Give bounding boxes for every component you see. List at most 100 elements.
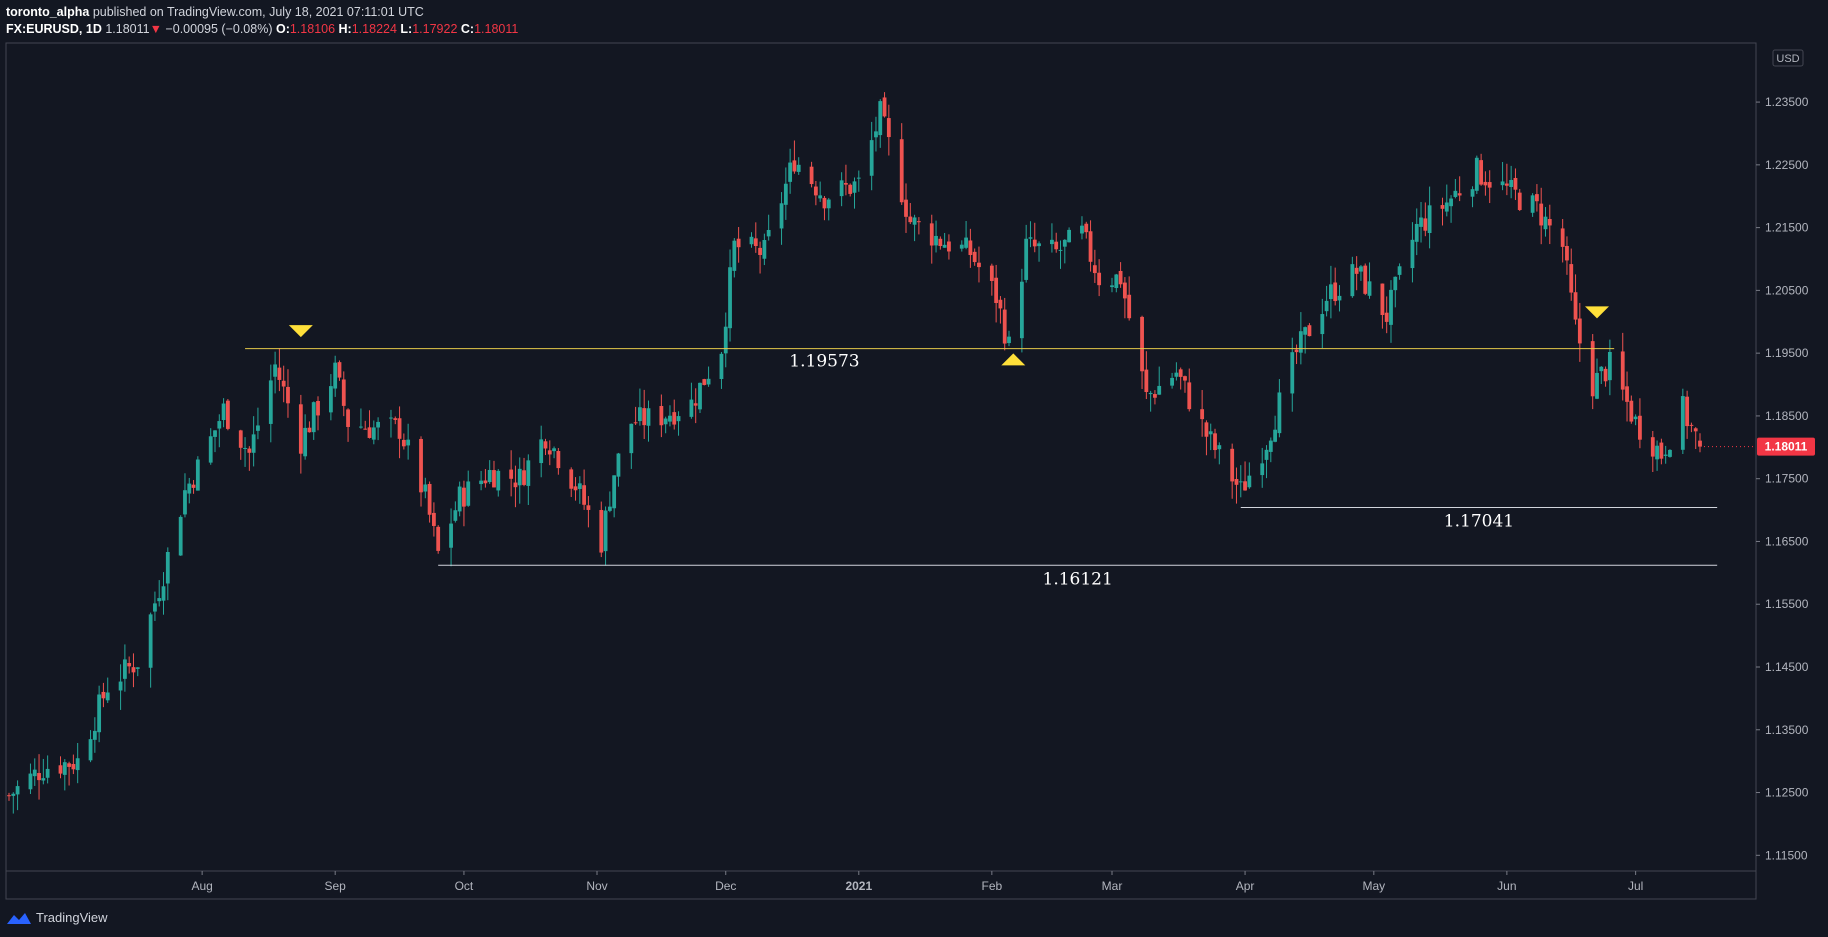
candle-body: [702, 379, 707, 385]
candle-body: [1183, 376, 1187, 381]
candle-body: [1238, 481, 1243, 483]
candle-body: [1573, 292, 1578, 320]
candle-body: [1569, 264, 1574, 293]
candle-body: [749, 236, 754, 245]
price-tick-label: 1.13500: [1765, 723, 1809, 737]
candles-layer: [7, 92, 1702, 814]
candle-body: [1178, 369, 1183, 377]
candle-body: [1599, 366, 1604, 372]
candle: [1693, 427, 1698, 450]
price-tick-label: 1.16500: [1765, 534, 1809, 548]
candle: [1599, 366, 1604, 384]
candle-body: [1144, 369, 1149, 393]
candle: [268, 364, 273, 443]
candle-body: [1217, 445, 1222, 450]
candle: [1543, 207, 1548, 237]
candle-body: [1153, 394, 1157, 398]
publish-line: toronto_alpha published on TradingView.c…: [6, 4, 518, 21]
candle-body: [157, 598, 162, 602]
candle: [1573, 274, 1578, 325]
candle-body: [552, 448, 556, 452]
candle: [577, 476, 582, 504]
candle-body: [11, 793, 16, 796]
candle-body: [341, 379, 346, 406]
candle: [732, 238, 737, 278]
candle-body: [1187, 382, 1192, 410]
candle: [998, 296, 1003, 324]
footer-brand[interactable]: TradingView: [36, 910, 108, 925]
candle-body: [1607, 351, 1612, 381]
candle: [646, 400, 651, 442]
candle: [92, 717, 97, 753]
down-arrow-marker-icon[interactable]: [1584, 306, 1609, 319]
candle-body: [1457, 193, 1462, 196]
candle: [376, 417, 381, 441]
candle: [346, 408, 350, 442]
candle-body: [75, 758, 80, 771]
candle-body: [457, 486, 462, 512]
candle-body: [1127, 294, 1132, 319]
time-axis[interactable]: Aug Sep Oct Nov Dec 2021 Feb Mar Apr May Jun Jul: [191, 871, 1643, 893]
candle-body: [1148, 392, 1153, 395]
candle: [436, 525, 441, 554]
candle: [281, 365, 286, 403]
candle: [517, 457, 522, 504]
price-axis[interactable]: 1.11500 1.12500 1.13500 1.14500 1.15500 1.165…: [1756, 95, 1809, 862]
candle-body: [1487, 182, 1492, 188]
candle: [71, 754, 76, 775]
candle-body: [1097, 272, 1102, 286]
candle: [736, 227, 741, 263]
candle-body: [423, 484, 428, 492]
candle-body: [1419, 217, 1423, 227]
candle: [127, 656, 132, 674]
candle-body: [303, 427, 308, 457]
symbol-label[interactable]: FX:EURUSD, 1D: [6, 22, 102, 36]
candle: [1479, 153, 1484, 186]
candle: [1350, 256, 1355, 298]
candle-body: [526, 460, 531, 486]
candle: [1410, 222, 1415, 283]
candle-body: [187, 483, 192, 494]
candle-body: [556, 450, 561, 469]
candle-body: [1380, 283, 1385, 315]
candle: [1303, 326, 1308, 354]
candle: [1294, 344, 1299, 365]
tradingview-logo-icon[interactable]: [6, 911, 32, 925]
price-tick-label: 1.20500: [1765, 283, 1809, 297]
candle-body: [1204, 422, 1209, 437]
candle: [633, 406, 638, 425]
candle-body: [886, 118, 891, 138]
candle-body: [573, 486, 578, 491]
candle-body: [1500, 181, 1505, 186]
candle: [122, 644, 127, 692]
candle-body: [32, 769, 37, 777]
level-price-label: 1.19573: [789, 352, 859, 372]
price-tick-label: 1.18500: [1765, 409, 1809, 423]
candle: [1607, 339, 1612, 396]
candle-body: [788, 162, 793, 182]
candle: [1088, 220, 1093, 272]
candle-body: [1303, 327, 1308, 335]
candle-body: [1118, 270, 1123, 285]
candle: [208, 428, 213, 465]
candle-body: [1058, 249, 1063, 251]
up-arrow-marker-icon[interactable]: [1001, 353, 1026, 366]
author-name[interactable]: toronto_alpha: [6, 5, 90, 19]
candle-body: [213, 430, 217, 437]
candle: [1668, 449, 1672, 458]
candle: [1127, 276, 1132, 321]
candle-body: [959, 244, 964, 249]
candle: [165, 547, 170, 601]
candle: [638, 388, 642, 426]
candle: [15, 780, 20, 811]
candle: [1264, 445, 1269, 479]
down-arrow-marker-icon[interactable]: [288, 325, 313, 338]
candle: [586, 496, 591, 528]
candle: [1183, 375, 1187, 393]
candle-body: [577, 483, 582, 489]
candle-body: [1230, 448, 1235, 482]
candle: [1689, 422, 1694, 433]
candle-body: [1423, 218, 1428, 231]
candle-body: [281, 380, 286, 387]
